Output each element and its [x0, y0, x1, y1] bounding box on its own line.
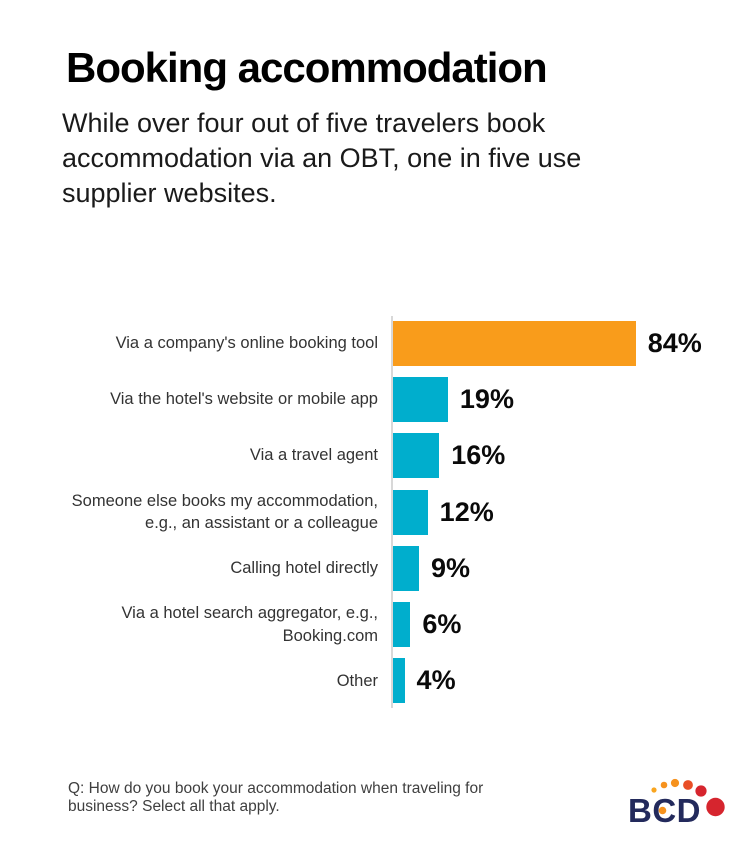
bar-row-hotel-website: Via the hotel's website or mobile app 19…: [0, 371, 751, 427]
bar-zone: 84%: [393, 320, 702, 366]
logo-c-dot-icon: [658, 806, 667, 815]
bar-row-other: Other 4%: [0, 653, 751, 709]
bar-row-calling-hotel: Calling hotel directly 9%: [0, 540, 751, 596]
bcd-logo: BCD: [628, 778, 725, 829]
bar-aggregator: [393, 602, 411, 648]
bar-row-aggregator: Via a hotel search aggregator, e.g., Boo…: [0, 596, 751, 652]
logo-big-dot-icon: [706, 797, 725, 817]
bar-row-company-obt: Via a company's online booking tool 84%: [0, 315, 751, 371]
bar-chart: Via a company's online booking tool 84% …: [0, 315, 751, 709]
bar-company-obt: [393, 320, 636, 366]
value-label: 12%: [439, 496, 494, 527]
bar-other: [393, 658, 405, 704]
category-label: Via a company's online booking tool: [115, 333, 378, 352]
bar-travel-agent: [393, 433, 440, 479]
category-label: Via a hotel search aggregator, e.g., Boo…: [121, 604, 378, 645]
bar-row-someone-else: Someone else books my accommodation, e.g…: [0, 484, 751, 540]
value-label: 4%: [416, 665, 456, 696]
category-label: Calling hotel directly: [230, 559, 378, 578]
axis-baseline: [391, 316, 393, 708]
bar-zone: 19%: [393, 376, 514, 422]
logo-arc-dot-3-icon: [670, 778, 680, 788]
value-label: 84%: [647, 327, 702, 358]
value-label: 19%: [459, 383, 514, 414]
bar-zone: 9%: [393, 545, 471, 591]
bar-hotel-website: [393, 376, 448, 422]
bar-zone: 12%: [393, 489, 494, 535]
category-label: Via a travel agent: [249, 446, 378, 465]
bar-calling-hotel: [393, 545, 419, 591]
bar-someone-else: [393, 489, 428, 535]
bar-zone: 6%: [393, 602, 462, 648]
bar-zone: 16%: [393, 433, 506, 479]
value-label: 16%: [451, 440, 506, 471]
category-label: Via the hotel's website or mobile app: [110, 390, 378, 409]
category-label: Someone else books my accommodation, e.g…: [71, 491, 378, 533]
bar-row-travel-agent: Via a travel agent 16%: [0, 428, 751, 484]
page-subtitle: While over four out of five travelers bo…: [62, 108, 582, 208]
value-label: 6%: [422, 609, 462, 640]
page-title: Booking accommodation: [66, 44, 548, 91]
footnote-question: Q: How do you book your accommodation wh…: [68, 780, 484, 815]
logo-arc-dot-4-icon: [683, 780, 693, 790]
category-label: Other: [336, 671, 378, 690]
logo-arc-dot-1-icon: [651, 787, 657, 793]
logo-arc-dot-5-icon: [695, 785, 707, 797]
logo-arc-dot-2-icon: [660, 781, 668, 789]
value-label: 9%: [431, 552, 471, 583]
bar-zone: 4%: [393, 658, 456, 704]
